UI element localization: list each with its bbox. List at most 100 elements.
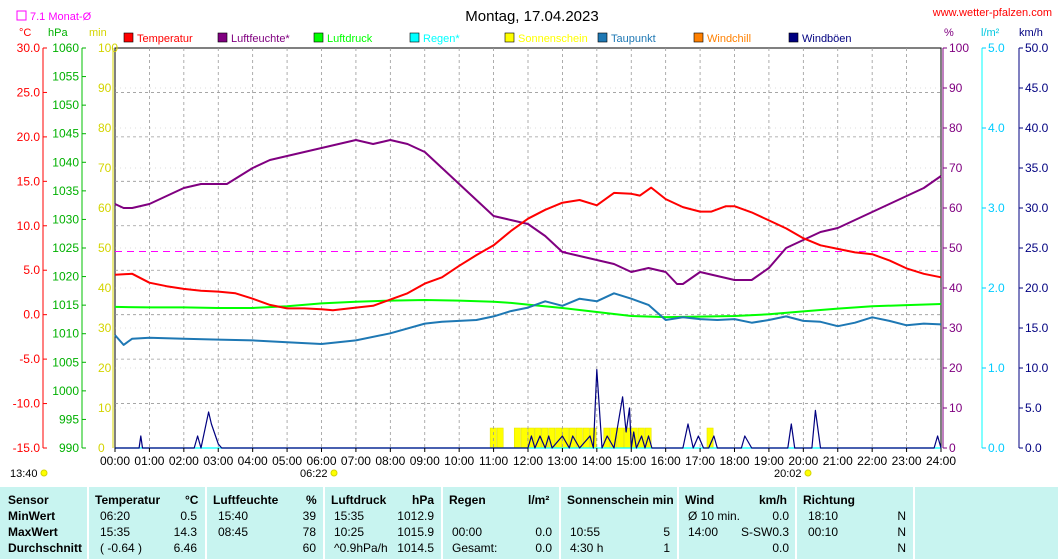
pressure-axis-tick-label: 1020 bbox=[52, 270, 79, 284]
legend-label: Luftfeuchte* bbox=[231, 33, 290, 45]
humidity-axis-tick-label: 50 bbox=[949, 241, 963, 255]
series-line-luftdruck bbox=[114, 299, 942, 319]
rain-axis-tick-label: 3.0 bbox=[988, 201, 1005, 215]
stat-dir-time: 00:10 bbox=[808, 525, 839, 539]
stat-temp-val: 0.5 bbox=[180, 509, 197, 523]
stat-label: MaxWert bbox=[8, 525, 58, 539]
chart-title: Montag, 17.04.2023 bbox=[465, 8, 598, 25]
time-axis-tick-label: 17:00 bbox=[685, 454, 715, 468]
time-axis-tick-label: 04:00 bbox=[238, 454, 268, 468]
chart-legend: Temperatur Luftfeuchte* Luftdruck Regen* Son… bbox=[123, 32, 852, 45]
time-axis-tick-label: 13:00 bbox=[547, 454, 577, 468]
header-sensor: Sensor bbox=[8, 493, 49, 507]
column-divider bbox=[441, 487, 443, 559]
column-divider bbox=[205, 487, 207, 559]
stat-pres-time: ^0.9hPa/h bbox=[334, 541, 388, 555]
sunshine-bar bbox=[617, 427, 624, 449]
series-line-taupunkt bbox=[114, 292, 942, 346]
rain-axis-tick-label: 4.0 bbox=[988, 121, 1005, 135]
stat-pres-time: 15:35 bbox=[334, 509, 365, 523]
header-sunshine: Sonnenschein min bbox=[567, 493, 674, 507]
humidity-axis-tick-label: 80 bbox=[949, 121, 963, 135]
sunshine-axis-tick-label: 90 bbox=[98, 81, 112, 95]
humidity-axis-tick-label: 40 bbox=[949, 281, 963, 295]
header-wind-unit: km/h bbox=[759, 493, 788, 507]
series-line-windböen bbox=[115, 369, 942, 449]
stat-wind-time: Ø 10 min. bbox=[688, 509, 741, 523]
temperature-axis-tick-label: 0.0 bbox=[23, 308, 40, 322]
statistics-table: Sensor Temperatur °C Luftfeuchte % Luftd… bbox=[0, 487, 1058, 559]
header-humidity-unit: % bbox=[306, 493, 317, 507]
previous-sunset-label: 13:40 bbox=[10, 468, 38, 480]
stat-temp-val: 6.46 bbox=[173, 541, 197, 555]
unit-celsius: °C bbox=[19, 27, 31, 39]
sunshine-bar bbox=[513, 427, 521, 449]
time-axis-tick-label: 22:00 bbox=[857, 454, 887, 468]
time-axis-tick-label: 18:00 bbox=[719, 454, 749, 468]
sunshine-axis-tick-label: 20 bbox=[98, 361, 112, 375]
rain-axis-tick-label: 5.0 bbox=[988, 41, 1005, 55]
sunshine-axis-tick-label: 0 bbox=[98, 441, 105, 455]
legend-swatch bbox=[217, 32, 228, 43]
sunshine-bar bbox=[496, 427, 504, 449]
temperature-axis-tick-label: 5.0 bbox=[23, 263, 40, 277]
wind-axis-tick-label: 15.0 bbox=[1025, 321, 1049, 335]
legend-label: Taupunkt bbox=[611, 33, 656, 45]
stat-label: MinWert bbox=[8, 509, 56, 523]
pressure-axis-tick-label: 1055 bbox=[52, 70, 79, 84]
sunshine-bar bbox=[541, 427, 549, 449]
sunshine-axis-tick-label: 70 bbox=[98, 161, 112, 175]
stat-pres-val: 1015.9 bbox=[397, 525, 434, 539]
stat-rain-time: Gesamt: bbox=[452, 541, 498, 555]
unit-percent: % bbox=[944, 27, 954, 39]
wind-axis-tick-label: 5.0 bbox=[1025, 401, 1042, 415]
unit-hpa: hPa bbox=[48, 27, 68, 39]
column-divider bbox=[795, 487, 797, 559]
chart-grid bbox=[114, 47, 942, 449]
time-axis-tick-label: 23:00 bbox=[892, 454, 922, 468]
stat-dir-val: N bbox=[897, 509, 906, 523]
header-temperature-unit: °C bbox=[185, 493, 199, 507]
legend-swatch bbox=[504, 32, 515, 43]
time-axis-tick-label: 09:00 bbox=[410, 454, 440, 468]
stat-pres-val: 1014.5 bbox=[397, 541, 434, 555]
pressure-axis-tick-label: 1030 bbox=[52, 212, 79, 226]
humidity-axis-tick-label: 60 bbox=[949, 201, 963, 215]
time-axis-tick-label: 21:00 bbox=[823, 454, 853, 468]
pressure-axis-tick-label: 1050 bbox=[52, 98, 79, 112]
temperature-axis-tick-label: 15.0 bbox=[17, 174, 41, 188]
rain-axis-tick-label: 0.0 bbox=[988, 441, 1005, 455]
sunset-label: 20:02 bbox=[774, 468, 802, 480]
sunshine-axis-tick-label: 50 bbox=[98, 241, 112, 255]
header-wind: Wind bbox=[685, 493, 715, 507]
header-humidity: Luftfeuchte bbox=[213, 493, 279, 507]
stat-hum-time: 08:45 bbox=[218, 525, 249, 539]
column-divider bbox=[913, 487, 915, 559]
stat-temp-time: 15:35 bbox=[100, 525, 131, 539]
unit-kmh: km/h bbox=[1019, 27, 1043, 39]
series-line-luftfeuchte bbox=[114, 139, 942, 285]
time-axis-tick-label: 11:00 bbox=[479, 454, 508, 468]
pressure-axis-tick-label: 1005 bbox=[52, 355, 79, 369]
time-axis-tick-label: 08:00 bbox=[375, 454, 405, 468]
stat-hum-time: 15:40 bbox=[218, 509, 249, 523]
column-divider bbox=[677, 487, 679, 559]
legend-swatch bbox=[693, 32, 704, 43]
wind-axis-tick-label: 45.0 bbox=[1025, 81, 1049, 95]
time-axis-tick-label: 16:00 bbox=[651, 454, 681, 468]
stat-label: Durchschnitt bbox=[8, 541, 83, 555]
unit-lm2: l/m² bbox=[981, 27, 1000, 39]
humidity-axis-tick-label: 10 bbox=[949, 401, 963, 415]
time-axis-tick-label: 01:00 bbox=[134, 454, 164, 468]
stat-hum-val: 60 bbox=[302, 541, 316, 555]
legend-swatch bbox=[788, 32, 799, 43]
chart-axes: 30.0 25.0 20.0 15.0 10.0 5.0 0.0 -5.0 -10.0 -15.0… bbox=[13, 41, 1049, 468]
weather-chart: Montag, 17.04.2023 www.wetter-pfalzen.co… bbox=[10, 7, 1052, 480]
stat-sun-val: 5 bbox=[663, 525, 670, 539]
legend-label: Windchill bbox=[707, 33, 751, 45]
stat-dir-time: 18:10 bbox=[808, 509, 839, 523]
sunshine-axis-tick-label: 80 bbox=[98, 121, 112, 135]
stat-wind-val: 0.0 bbox=[772, 541, 789, 555]
stat-rain-time: 00:00 bbox=[452, 525, 483, 539]
time-axis-tick-label: 15:00 bbox=[616, 454, 646, 468]
